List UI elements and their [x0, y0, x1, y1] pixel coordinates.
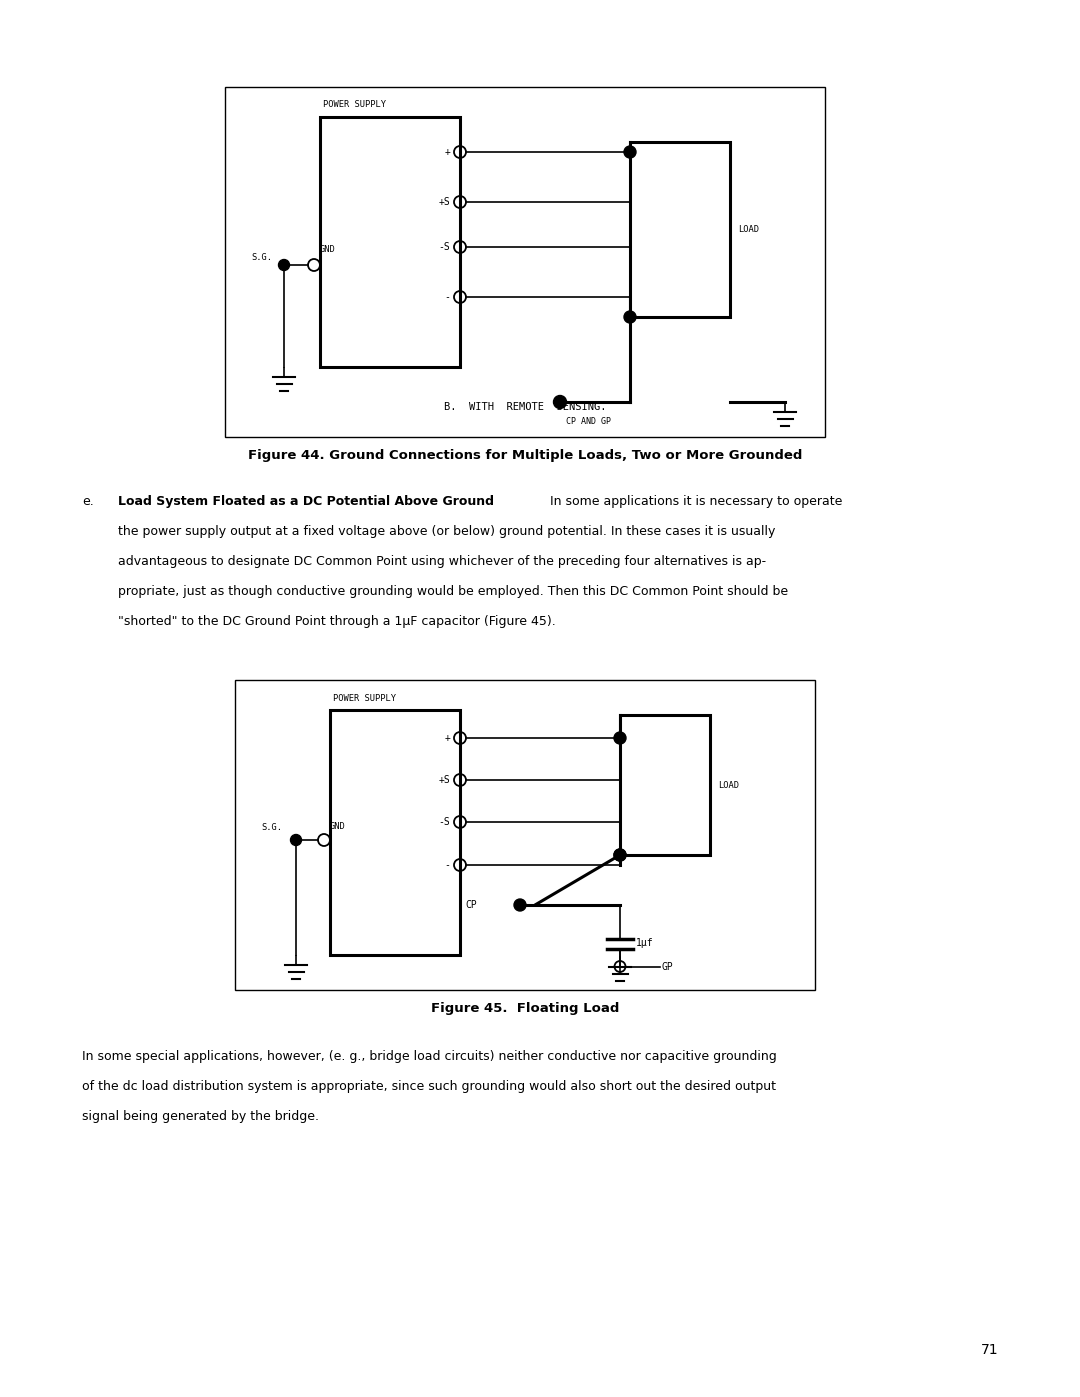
Text: GND: GND	[330, 821, 346, 831]
Text: S.G.: S.G.	[252, 253, 272, 261]
Text: of the dc load distribution system is appropriate, since such grounding would al: of the dc load distribution system is ap…	[82, 1080, 777, 1092]
Text: Load System Floated as a DC Potential Above Ground: Load System Floated as a DC Potential Ab…	[118, 495, 494, 509]
Text: 71: 71	[981, 1343, 998, 1356]
Bar	[630, 142, 730, 317]
Bar	[620, 715, 710, 855]
Circle shape	[615, 849, 626, 861]
Text: -: -	[444, 861, 450, 870]
Text: LOAD: LOAD	[738, 225, 759, 235]
Text: POWER SUPPLY: POWER SUPPLY	[333, 694, 396, 703]
Bar	[320, 117, 460, 367]
Text: the power supply output at a fixed voltage above (or below) ground potential. In: the power supply output at a fixed volta…	[118, 525, 775, 538]
Text: B.  WITH  REMOTE  SENSING.: B. WITH REMOTE SENSING.	[444, 402, 606, 412]
Circle shape	[624, 147, 636, 158]
Bar	[225, 87, 825, 437]
Text: propriate, just as though conductive grounding would be employed. Then this DC C: propriate, just as though conductive gro…	[118, 585, 788, 598]
Text: CP: CP	[465, 900, 476, 909]
Text: LOAD: LOAD	[718, 781, 739, 789]
Text: In some special applications, however, (e. g., bridge load circuits) neither con: In some special applications, however, (…	[82, 1051, 777, 1063]
Text: advantageous to designate DC Common Point using whichever of the preceding four : advantageous to designate DC Common Poin…	[118, 555, 766, 569]
Bar	[235, 680, 815, 990]
Text: signal being generated by the bridge.: signal being generated by the bridge.	[82, 1111, 319, 1123]
Circle shape	[615, 849, 626, 861]
Text: Figure 44. Ground Connections for Multiple Loads, Two or More Grounded: Figure 44. Ground Connections for Multip…	[247, 448, 802, 462]
Text: In some applications it is necessary to operate: In some applications it is necessary to …	[546, 495, 842, 509]
Text: +: +	[444, 147, 450, 156]
Circle shape	[514, 900, 526, 911]
Text: -: -	[444, 292, 450, 302]
Circle shape	[291, 834, 301, 845]
Circle shape	[279, 260, 289, 271]
Text: Figure 45.  Floating Load: Figure 45. Floating Load	[431, 1002, 619, 1016]
Text: GND: GND	[320, 244, 336, 254]
Text: -S: -S	[438, 817, 450, 827]
Circle shape	[615, 732, 626, 745]
Text: "shorted" to the DC Ground Point through a 1μF capacitor (Figure 45).: "shorted" to the DC Ground Point through…	[118, 615, 556, 629]
Text: S.G.: S.G.	[261, 823, 283, 831]
Bar	[330, 710, 460, 956]
Text: -S: -S	[438, 242, 450, 251]
Text: +S: +S	[438, 775, 450, 785]
Text: POWER SUPPLY: POWER SUPPLY	[323, 101, 386, 109]
Text: e.: e.	[82, 495, 94, 509]
Circle shape	[624, 312, 636, 323]
Circle shape	[554, 395, 567, 408]
Text: +S: +S	[438, 197, 450, 207]
Text: 1μf: 1μf	[636, 937, 653, 947]
Text: CP AND GP: CP AND GP	[566, 416, 611, 426]
Text: +: +	[444, 733, 450, 743]
Text: GP: GP	[662, 961, 674, 971]
